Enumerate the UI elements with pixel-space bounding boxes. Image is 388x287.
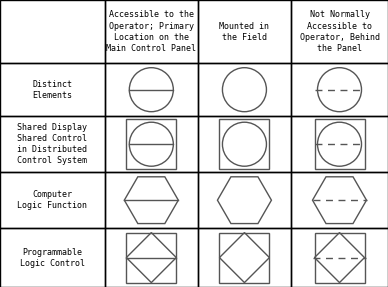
Bar [0,172,105,228]
Bar [291,172,388,228]
Bar [105,172,198,228]
Bar [105,116,198,172]
Bar [0,0,105,63]
Text: Distinct
Elements: Distinct Elements [32,79,73,100]
Bar [126,232,176,283]
Bar [126,119,176,169]
Bar [291,228,388,287]
Text: Not Normally
Accessible to
Operator, Behind
the Panel: Not Normally Accessible to Operator, Beh… [300,10,379,53]
Text: Mounted in
the Field: Mounted in the Field [220,22,269,42]
Bar [220,119,269,169]
Text: Programmable
Logic Control: Programmable Logic Control [20,247,85,268]
Bar [291,0,388,63]
Text: Accessible to the
Operator; Primary
Location on the
Main Control Panel: Accessible to the Operator; Primary Loca… [106,10,196,53]
Bar [291,63,388,116]
Bar [291,116,388,172]
Bar [198,63,291,116]
Text: Computer
Logic Function: Computer Logic Function [17,190,87,210]
Text: Shared Display
Shared Control
in Distributed
Control System: Shared Display Shared Control in Distrib… [17,123,87,165]
Bar [315,119,364,169]
Bar [0,63,105,116]
Bar [0,116,105,172]
Bar [105,0,198,63]
Bar [0,228,105,287]
Bar [198,0,291,63]
Bar [105,228,198,287]
Bar [198,172,291,228]
Bar [315,232,364,283]
Bar [198,228,291,287]
Bar [220,232,269,283]
Bar [105,63,198,116]
Bar [198,116,291,172]
